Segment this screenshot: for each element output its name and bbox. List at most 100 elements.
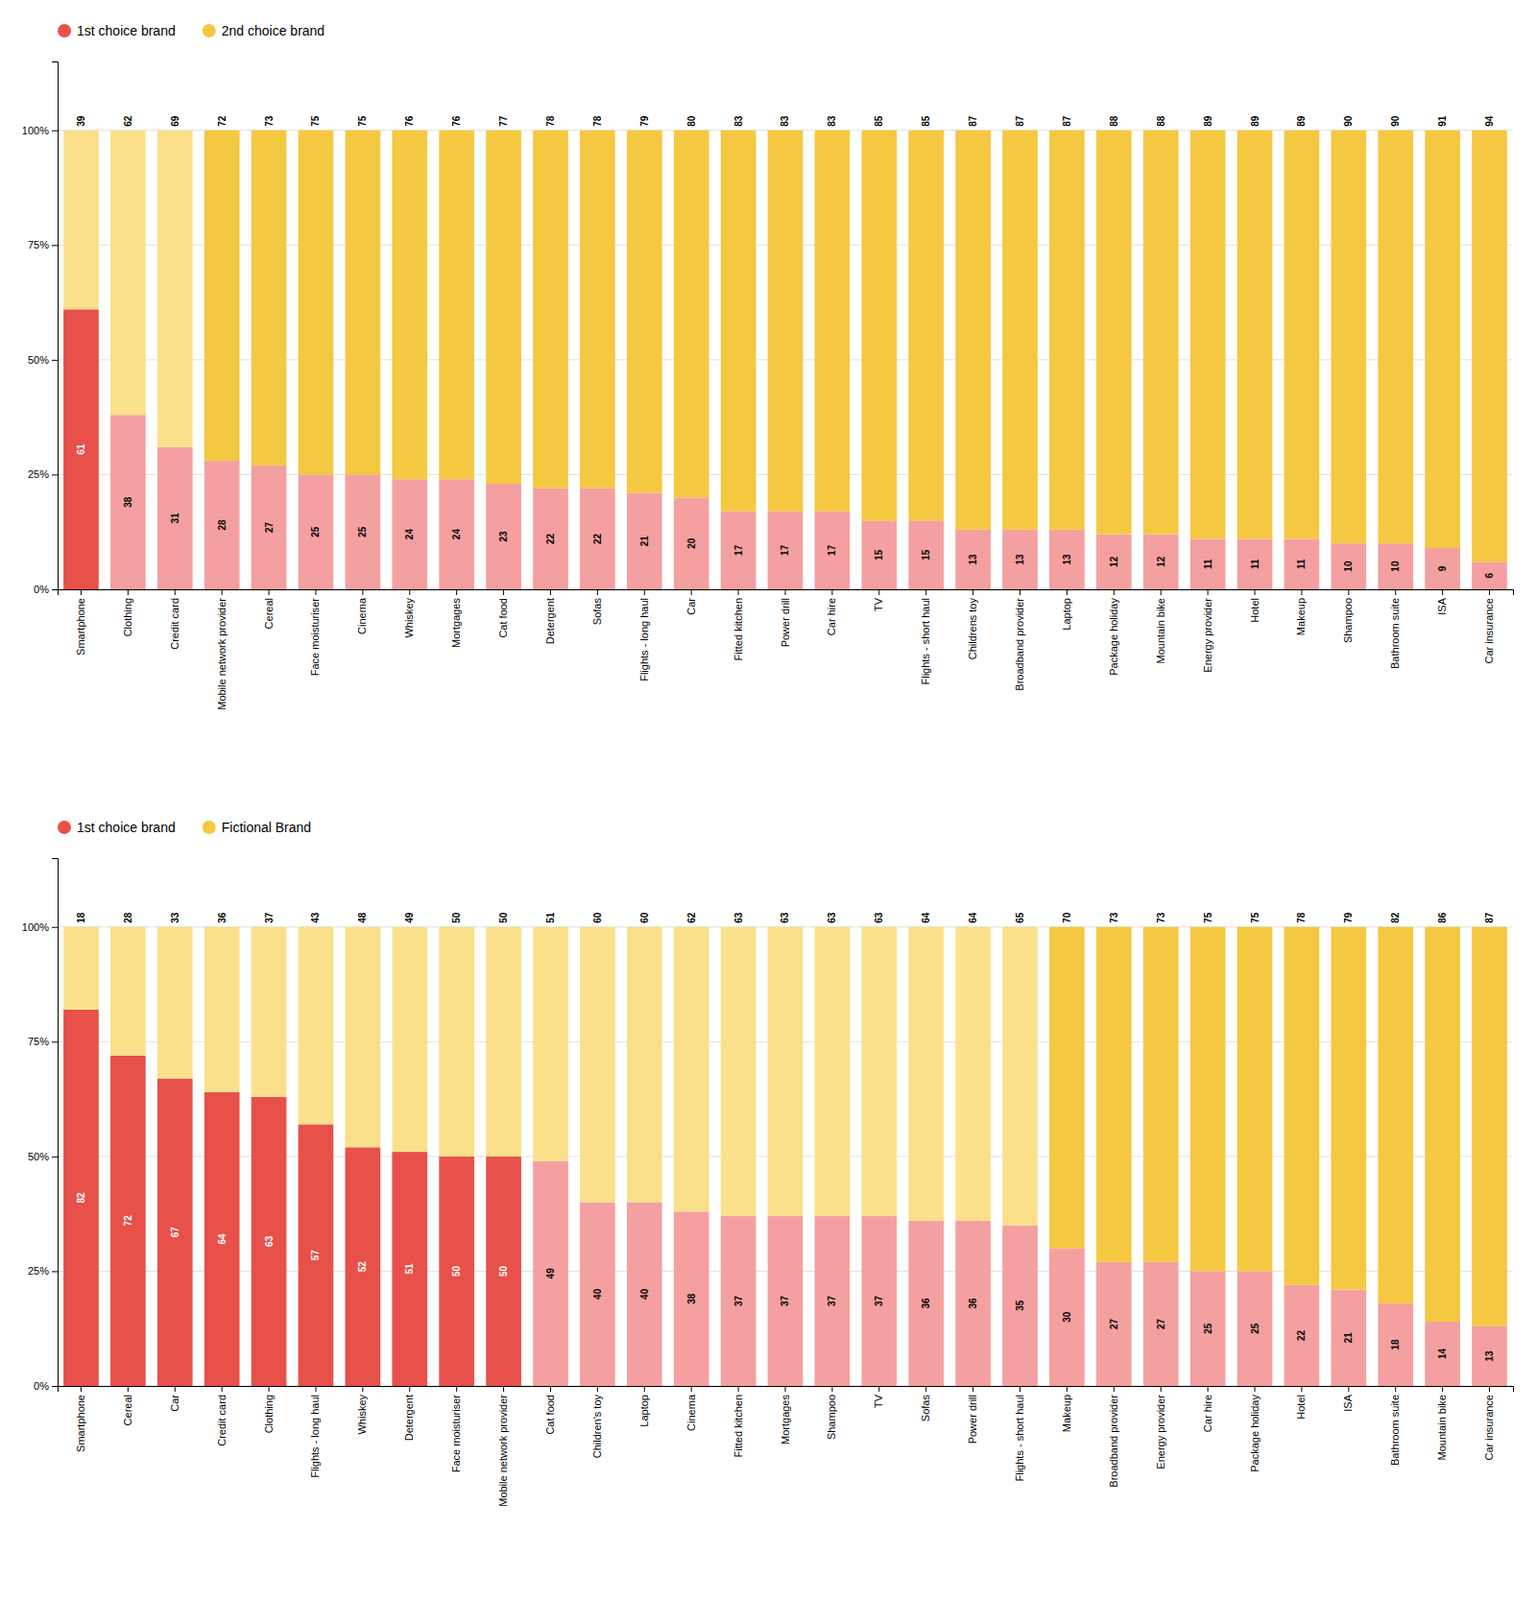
bar <box>298 130 335 476</box>
x-tick-label: Smartphone <box>74 598 87 656</box>
data-label: 10 <box>1343 560 1354 573</box>
y-tick-mark <box>51 1271 58 1272</box>
data-label: 48 <box>357 912 368 924</box>
bar <box>673 497 710 590</box>
bar <box>861 927 897 1217</box>
series <box>63 130 1508 563</box>
data-label: 35 <box>1014 1299 1026 1312</box>
x-tick-label: Flights - long haul <box>638 598 650 682</box>
data-label: 83 <box>733 115 744 127</box>
x-tick-label: Whiskey <box>356 1394 368 1436</box>
x-tick-label: Cinema <box>685 1393 697 1432</box>
x-tick-label: TV <box>872 1393 885 1409</box>
data-label: 85 <box>873 115 885 127</box>
data-label: 75 <box>1249 912 1261 924</box>
bar <box>579 1202 616 1387</box>
x-tick-label: Cereal <box>263 598 275 629</box>
series <box>63 927 1508 1327</box>
data-label: 73 <box>1155 912 1167 924</box>
x-tick-label: Face moisturiser <box>309 598 321 677</box>
bars <box>63 130 1508 590</box>
data-label: 50 <box>451 1265 462 1277</box>
bar <box>298 1124 335 1387</box>
data-label: 38 <box>122 496 134 508</box>
x-tick-label: Car insurance <box>1483 1394 1495 1461</box>
x-tick: Cat food <box>497 589 509 639</box>
legend-label: 1st choice brand <box>76 819 176 836</box>
bars <box>63 927 1508 1387</box>
bar <box>251 130 288 466</box>
data-label: 25 <box>1202 1322 1214 1335</box>
x-tick-mark <box>80 589 82 596</box>
data-label: 63 <box>826 912 838 924</box>
x-tick-mark <box>831 589 833 596</box>
x-tick: Flights - short haul <box>1013 1386 1026 1482</box>
bar <box>908 520 944 590</box>
x-tick: Clothing <box>121 589 134 637</box>
x-tick-mark <box>1488 589 1490 596</box>
bar <box>768 511 804 590</box>
bar <box>63 130 99 311</box>
data-label: 78 <box>1296 912 1307 924</box>
data-label: 37 <box>826 1296 838 1308</box>
y-tick-label: 100% <box>22 124 49 137</box>
data-label: 50 <box>498 912 509 924</box>
x-tick-mark <box>456 1386 457 1392</box>
x-tick-mark <box>738 1386 740 1392</box>
data-labels: 8272676463575251505049404038373737373636… <box>75 912 1495 1362</box>
data-label: 79 <box>639 115 650 127</box>
data-label: 52 <box>357 1261 368 1273</box>
data-label: 64 <box>967 912 979 924</box>
x-tick-mark <box>408 1386 410 1392</box>
x-tick: Fitted kitchen <box>732 589 744 661</box>
data-label: 13 <box>967 553 979 566</box>
data-label: 63 <box>264 1235 275 1248</box>
x-tick-label: Detergent <box>544 598 556 645</box>
bar <box>63 309 99 590</box>
bar <box>1284 130 1320 540</box>
bar <box>204 1092 240 1387</box>
data-label: 89 <box>1202 115 1214 127</box>
x-tick: Broadband provider <box>1013 589 1026 692</box>
x-tick: Energy provider <box>1154 1386 1167 1470</box>
x-tick-mark <box>785 589 787 596</box>
bar <box>485 927 522 1157</box>
x-tick-label: Car <box>685 598 697 616</box>
x-tick-label: Clothing <box>121 598 134 637</box>
data-label: 60 <box>592 912 603 924</box>
data-label: 87 <box>1484 912 1495 924</box>
y-tick: 25% <box>27 468 58 480</box>
x-tick: Children's toy <box>591 1386 603 1459</box>
y-tick: 50% <box>27 354 58 366</box>
data-labels: 6138312827252524242322222120171717151513… <box>75 115 1495 578</box>
bar <box>626 493 663 590</box>
data-label: 13 <box>1014 553 1026 566</box>
bar <box>815 130 851 512</box>
bar <box>1190 538 1226 590</box>
data-label: 31 <box>169 512 181 525</box>
bar <box>1049 529 1085 590</box>
y-axis: 0%25%50%75%100% <box>22 62 59 597</box>
bar <box>815 1216 851 1387</box>
x-tick-mark <box>456 589 457 596</box>
x-axis-line <box>58 1387 1514 1393</box>
bar <box>485 1156 522 1387</box>
data-label: 87 <box>967 115 979 127</box>
x-tick: Car <box>685 589 697 616</box>
x-tick: Flights - long haul <box>309 1386 321 1479</box>
x-tick: Car insurance <box>1483 1386 1495 1461</box>
bar <box>110 1056 146 1387</box>
bar <box>1237 538 1273 590</box>
data-label: 90 <box>1343 115 1354 127</box>
y-axis-line <box>51 859 59 1388</box>
y-tick-label: 25% <box>27 1265 49 1277</box>
x-tick-mark <box>503 1386 504 1392</box>
bar <box>1377 1303 1414 1387</box>
x-tick: Power drill <box>779 589 792 648</box>
x-tick-mark <box>597 1386 599 1392</box>
legend: 1st choice brandFictional Brand <box>57 819 312 836</box>
x-tick-label: Whiskey <box>403 598 415 639</box>
bar <box>955 1221 991 1387</box>
x-tick: Car hire <box>1201 1386 1214 1433</box>
x-tick-label: Energy provider <box>1201 598 1214 673</box>
